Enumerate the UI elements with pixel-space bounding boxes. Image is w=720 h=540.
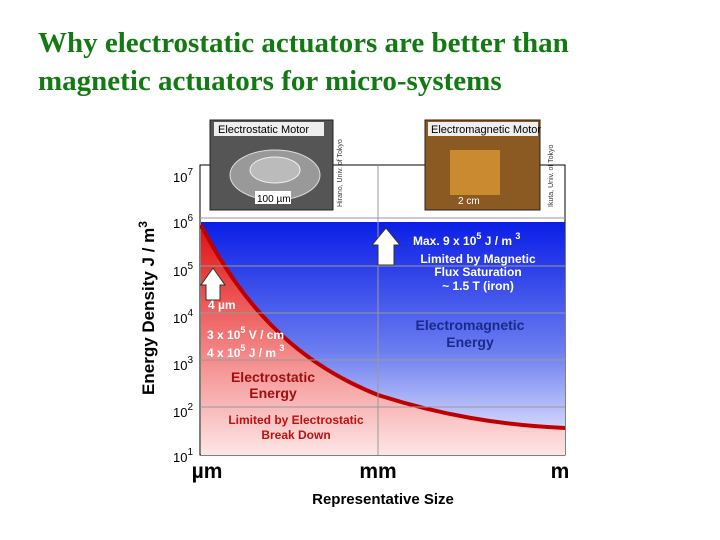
text-part: 3 — [136, 221, 150, 228]
photo: Electromagnetic Motor 2 cm Ikuta, Univ. … — [424, 119, 555, 211]
text-part: 1 — [187, 447, 193, 458]
x-axis-label: Representative Size — [312, 491, 454, 508]
annotation: ~ 1.5 T (iron) — [442, 279, 514, 293]
magnetic-energy: Electromagnetic Energy — [416, 317, 525, 350]
text-part: 10 — [173, 216, 187, 231]
text-part: 3 — [515, 231, 520, 241]
text-part: 2 — [187, 402, 193, 413]
text-part: 4 — [187, 308, 193, 319]
text-part: 10 — [173, 405, 187, 420]
text-part: Energy Density J / m — [139, 228, 158, 395]
text-part: 10 — [173, 264, 187, 279]
text-part: 3 x 10 — [207, 328, 241, 342]
text-part: 5 — [476, 231, 481, 241]
text-part: 10 — [173, 311, 187, 326]
photo-label: Electromagnetic Motor — [431, 124, 541, 136]
y-tick-label: 101 — [173, 447, 193, 465]
text-part: 5 — [187, 261, 193, 272]
y-tick-label: 102 — [173, 402, 193, 420]
y-tick-label: 105 — [173, 261, 193, 279]
text-part: Max. 9 x 10 — [413, 234, 477, 248]
text-part: J / m — [245, 346, 279, 360]
y-tick-label: 107 — [173, 167, 193, 185]
y-axis-label: Energy Density J / m3 — [136, 221, 158, 395]
annotation: Electrostatic — [231, 369, 315, 385]
y-tick-label: 104 — [173, 308, 193, 326]
text-part: 6 — [187, 213, 193, 224]
annotation: Energy — [249, 385, 297, 401]
annotation: Limited by Magnetic — [420, 252, 536, 266]
text-part: 3 — [279, 343, 284, 353]
arrow — [200, 267, 226, 301]
arrow — [370, 227, 402, 266]
title-line: Why electrostatic actuators are better t… — [38, 27, 569, 59]
annotation: Break Down — [261, 428, 330, 442]
photo-label: Electrostatic Motor — [218, 124, 309, 136]
annotation: 3 x 105 V / cm — [207, 325, 284, 342]
photo-credit: Ikuta, Univ. of Tokyo — [548, 145, 555, 207]
text-part: 4 x 10 — [207, 346, 241, 360]
x-tick-label: µm — [192, 460, 223, 483]
magnetic-notes: Max. 9 x 105 J / m 3 Limited by Magnetic… — [413, 231, 536, 293]
annotation: Energy — [446, 334, 494, 350]
photo-credit: Hirano, Univ. of Tokyo — [337, 139, 344, 207]
annotation: 4 x 105 J / m 3 — [207, 343, 284, 360]
text-part: 10 — [173, 450, 187, 465]
electrostatic-region — [201, 225, 565, 455]
electrostatic-notes: 4 µm 3 x 105 V / cm 4 x 105 J / m 3 — [207, 298, 284, 360]
annotation: 4 µm — [208, 298, 236, 312]
annotation: Flux Saturation — [434, 265, 521, 279]
y-tick-label: 106 — [173, 213, 193, 231]
text-part: 10 — [173, 358, 187, 373]
y-tick-label: 103 — [173, 355, 193, 373]
annotation: Limited by Electrostatic — [228, 413, 364, 427]
annotation: Max. 9 x 105 J / m 3 — [413, 231, 520, 248]
curve — [199, 224, 566, 430]
text-part: 10 — [173, 170, 187, 185]
text-part: 3 — [187, 355, 193, 366]
photo: Electrostatic Motor 100 µm Hirano, Univ.… — [209, 119, 344, 211]
text-part: 5 — [240, 325, 245, 335]
photo-scale: 2 cm — [458, 196, 480, 207]
x-tick-label: mm — [359, 460, 396, 483]
x-ticks: µm mm m — [192, 460, 570, 483]
grid — [200, 165, 565, 455]
text-part: V / cm — [245, 328, 284, 342]
text-part: 7 — [187, 167, 193, 178]
text-part: J / m — [481, 234, 515, 248]
text-part: 5 — [240, 343, 245, 353]
y-ticks: 107 106 105 104 103 102 101 — [173, 167, 193, 465]
electrostatic-energy: Electrostatic Energy Limited by Electros… — [228, 369, 364, 442]
title-line: magnetic actuators for micro-systems — [38, 65, 502, 97]
photo-scale: 100 µm — [257, 194, 291, 205]
annotation: Electromagnetic — [416, 317, 525, 333]
x-tick-label: m — [551, 460, 570, 483]
